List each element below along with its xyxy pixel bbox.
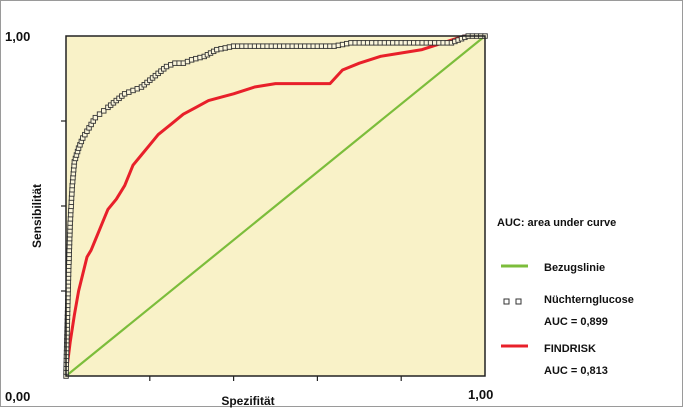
reference-line — [65, 35, 486, 377]
findrisk-layer — [64, 34, 485, 377]
glucose-point-68 — [92, 114, 99, 121]
tick-layer — [61, 120, 402, 381]
legend-heading: AUC: area under curve — [497, 217, 616, 229]
x-axis-label: Spezifität — [221, 394, 274, 408]
legend: AUC: area under curve Bezugslinie Nüchte… — [497, 217, 634, 377]
legend-marker-square-2 — [515, 298, 522, 305]
findrisk-line — [64, 34, 485, 377]
legend-marker-square-1 — [503, 298, 510, 305]
glucose-point-69 — [96, 111, 103, 117]
y-tick-label-bottom: 0,00 — [5, 389, 30, 404]
legend-label-findrisk: FINDRISK — [544, 343, 596, 355]
x-tick-label-right: 1,00 — [468, 387, 493, 402]
y-tick-label-top: 1,00 — [5, 29, 30, 44]
legend-auc-findrisk: AUC = 0,813 — [544, 365, 608, 377]
glucose-point-70 — [101, 108, 107, 114]
y-axis-label: Sensibilität — [30, 184, 44, 248]
legend-label-glucose: Nüchternglucose — [544, 294, 634, 306]
legend-label-reference: Bezugslinie — [544, 262, 605, 274]
legend-auc-glucose: AUC = 0,899 — [544, 316, 608, 328]
reference-line-layer — [65, 35, 486, 377]
